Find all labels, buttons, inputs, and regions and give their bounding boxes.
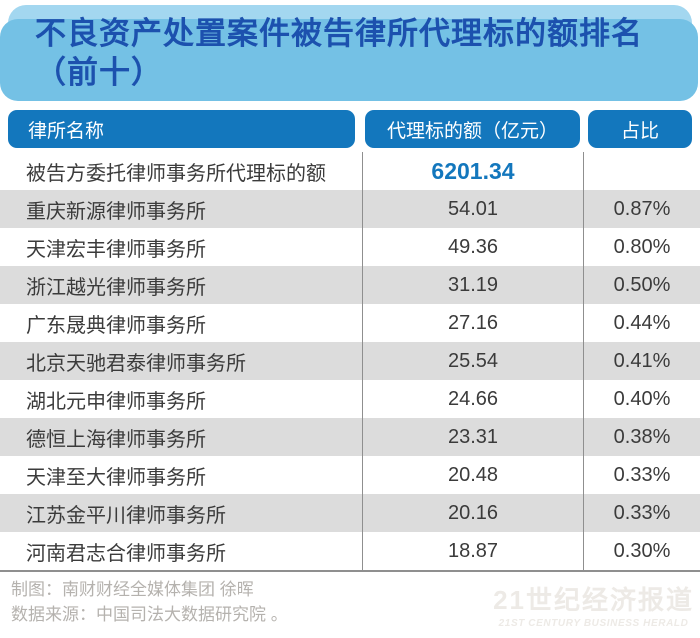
table-row: 天津宏丰律师事务所 49.36 0.80% [0, 228, 700, 266]
page-title-line2: （前十） [35, 55, 163, 90]
share-cell: 0.33% [613, 501, 671, 524]
share-cell: 0.30% [613, 539, 671, 562]
firm-name-cell: 重庆新源律师事务所 [0, 190, 363, 228]
share-cell: 0.50% [613, 273, 671, 296]
title-banner: 不良资产处置案件被告律所代理标的额排名 （前十） [0, 5, 698, 101]
table-row: 浙江越光律师事务所 31.19 0.50% [0, 266, 700, 304]
logo-en-text: 21ST CENTURY BUSINESS HERALD [498, 618, 689, 629]
table-row: 重庆新源律师事务所 54.01 0.87% [0, 190, 700, 228]
amount-cell: 27.16 [363, 304, 584, 342]
share-cell: 0.33% [613, 463, 671, 486]
amount-cell: 18.87 [363, 532, 584, 570]
share-cell: 0.40% [613, 387, 671, 410]
amount-cell: 54.01 [363, 190, 584, 228]
firm-name-cell: 江苏金平川律师事务所 [0, 494, 363, 532]
firm-name-cell: 北京天驰君泰律师事务所 [0, 342, 363, 380]
firm-name-cell: 天津至大律师事务所 [0, 456, 363, 494]
amount-cell: 23.31 [363, 418, 584, 456]
table-row: 天津至大律师事务所 20.48 0.33% [0, 456, 700, 494]
credit-line: 制图：南财财经全媒体集团 徐晖 [11, 580, 254, 599]
amount-cell: 20.16 [363, 494, 584, 532]
table-body: 被告方委托律师事务所代理标的额 6201.34 重庆新源律师事务所 54.01 … [0, 152, 700, 572]
share-cell: 0.44% [613, 311, 671, 334]
firm-name-cell: 德恒上海律师事务所 [0, 418, 363, 456]
table-row: 北京天驰君泰律师事务所 25.54 0.41% [0, 342, 700, 380]
amount-cell: 20.48 [363, 456, 584, 494]
share-cell: 0.80% [613, 235, 671, 258]
table-row: 湖北元申律师事务所 24.66 0.40% [0, 380, 700, 418]
amount-cell: 25.54 [363, 342, 584, 380]
share-cell [584, 152, 700, 190]
amount-cell: 31.19 [363, 266, 584, 304]
page-title-line1: 不良资产处置案件被告律所代理标的额排名 [35, 16, 643, 51]
firm-name-cell: 被告方委托律师事务所代理标的额 [0, 152, 363, 190]
share-cell: 0.41% [613, 349, 671, 372]
column-header-amount: 代理标的额（亿元） [365, 110, 580, 148]
amount-cell: 49.36 [363, 228, 584, 266]
amount-cell: 24.66 [363, 380, 584, 418]
logo-cn-text: 21世纪经济报道 [493, 585, 694, 615]
firm-name-cell: 河南君志合律师事务所 [0, 532, 363, 570]
firm-name-cell: 广东晟典律师事务所 [0, 304, 363, 342]
publisher-logo: 21世纪经济报道 21ST CENTURY BUSINESS HERALD [493, 580, 694, 629]
footer-credits: 制图：南财财经全媒体集团 徐晖 数据来源：中国司法大数据研究院 。 [11, 577, 288, 627]
table-row: 广东晟典律师事务所 27.16 0.44% [0, 304, 700, 342]
table-row: 被告方委托律师事务所代理标的额 6201.34 [0, 152, 700, 190]
firm-name-cell: 湖北元申律师事务所 [0, 380, 363, 418]
column-header-firm-name: 律所名称 [8, 110, 355, 148]
table-row: 河南君志合律师事务所 18.87 0.30% [0, 532, 700, 570]
amount-cell: 6201.34 [363, 152, 584, 190]
share-cell: 0.87% [613, 197, 671, 220]
table-row: 江苏金平川律师事务所 20.16 0.33% [0, 494, 700, 532]
column-header-share: 占比 [588, 110, 692, 148]
share-cell: 0.38% [613, 425, 671, 448]
source-line: 数据来源：中国司法大数据研究院 。 [11, 605, 288, 624]
table-row: 德恒上海律师事务所 23.31 0.38% [0, 418, 700, 456]
firm-name-cell: 天津宏丰律师事务所 [0, 228, 363, 266]
firm-name-cell: 浙江越光律师事务所 [0, 266, 363, 304]
